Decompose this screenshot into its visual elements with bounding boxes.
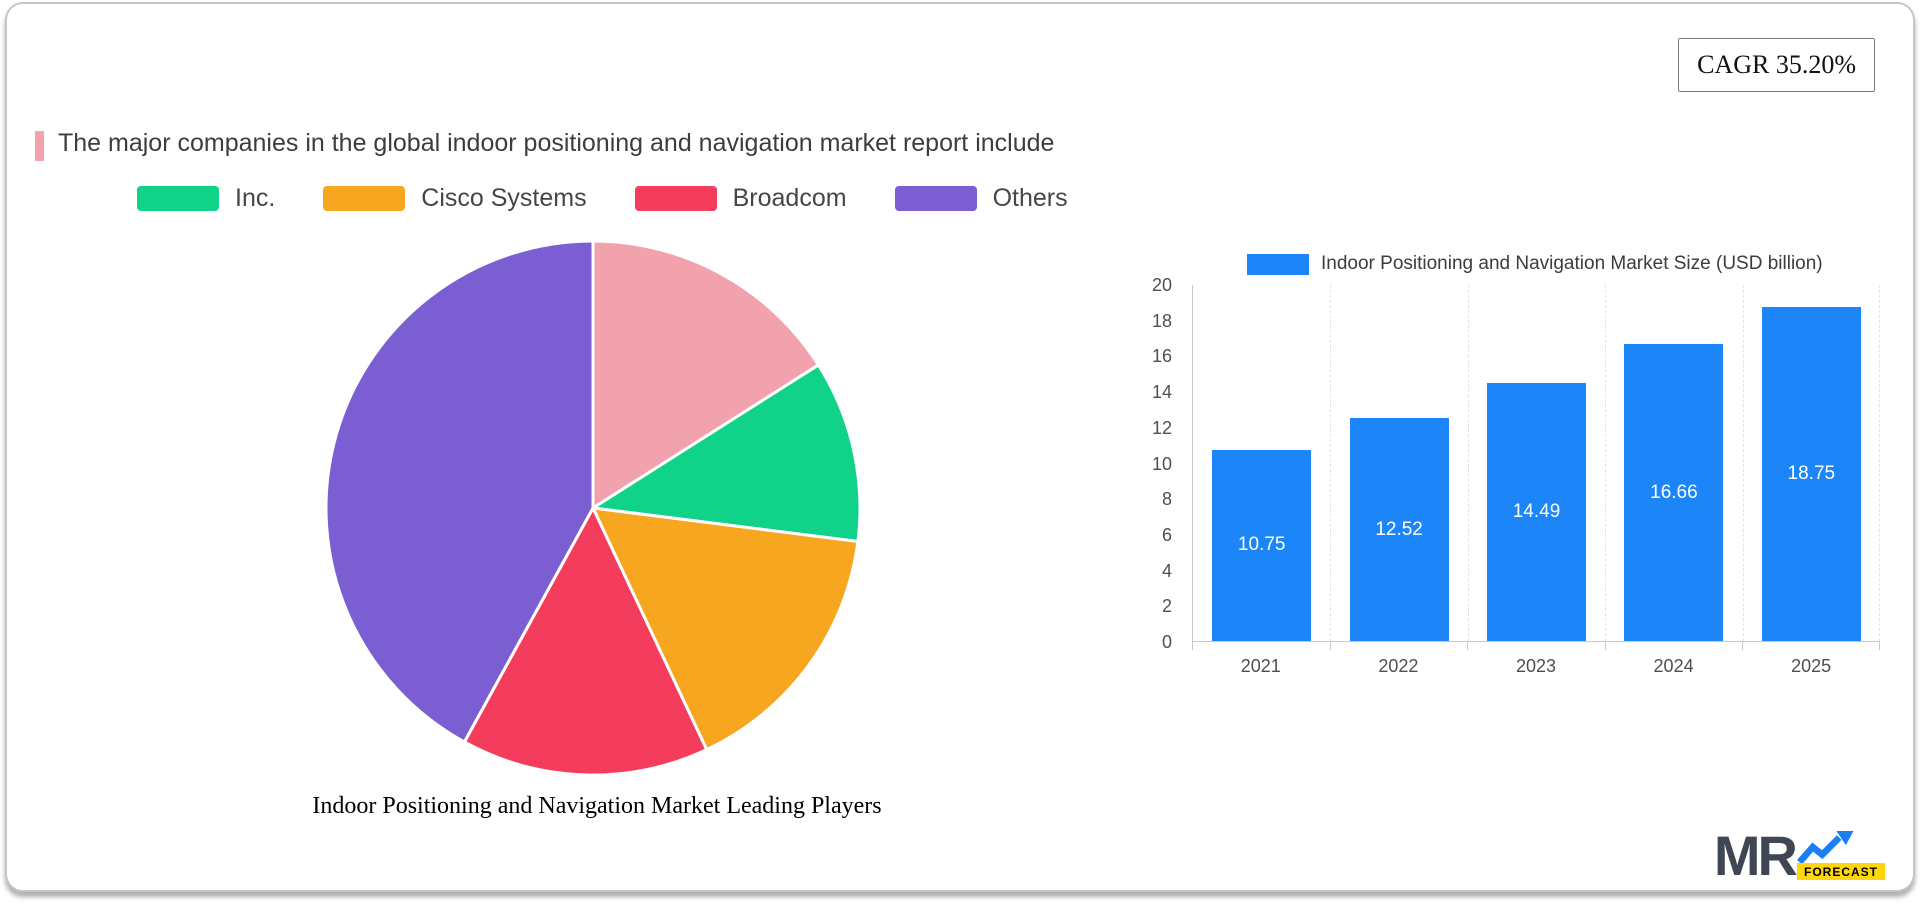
gridline [1605,285,1607,641]
bar-legend: Indoor Positioning and Navigation Market… [1247,253,1823,275]
bar-legend-label: Indoor Positioning and Navigation Market… [1321,253,1823,274]
bar-x-axis: 2021 2022 2023 2024 2025 [1192,656,1880,677]
gridline [1879,285,1881,641]
pie-slice-broadcom [462,506,709,777]
bar-x-ticks [1192,642,1880,651]
x-axis-label: 2023 [1515,656,1556,676]
legend-item: Broadcom [634,184,847,213]
legend-swatch [137,186,219,211]
pie-legend: Inc. Cisco Systems Broadcom Others [137,184,1068,213]
bar-slot: 14.49 [1467,285,1605,641]
bar-slot: 18.75 [1742,285,1881,641]
bar-legend-swatch [1247,253,1309,275]
trend-arrow-icon [1797,830,1854,865]
y-axis-label: 2 [1161,596,1172,617]
gridline [1330,285,1332,641]
x-axis-label: 2021 [1240,656,1281,676]
x-axis-label: 2025 [1791,656,1832,676]
x-axis-label: 2024 [1653,656,1694,676]
bar-2021: 10.75 [1212,449,1312,641]
bar-2024: 16.66 [1624,344,1724,641]
x-axis-label: 2022 [1378,656,1419,676]
y-axis-label: 10 [1151,453,1172,474]
logo-forecast-badge: FORECAST [1797,863,1885,880]
y-axis-label: 18 [1151,310,1172,331]
pie-chart [324,239,862,777]
bar-slot: 12.52 [1330,285,1467,641]
legend-label: Inc. [235,184,276,212]
pie-chart-wrap [319,234,867,782]
y-axis-label: 14 [1151,382,1172,403]
pie-slice-others [324,239,595,744]
axis-tick [1879,642,1880,650]
title-marker [35,131,44,161]
bar-2025: 18.75 [1761,307,1861,641]
axis-tick [1742,642,1744,650]
y-axis-label: 6 [1161,524,1172,545]
bar-plot: 10.75 12.52 14.49 16.66 18.75 [1192,285,1881,642]
legend-item: Inc. [137,184,275,213]
bar-slot: 16.66 [1605,285,1742,641]
legend-label: Broadcom [732,184,847,212]
legend-label: Cisco Systems [421,184,587,212]
y-axis-label: 0 [1161,632,1172,652]
cagr-text: CAGR 35.20% [1697,50,1856,79]
legend-item: Others [894,184,1068,213]
cagr-badge: CAGR 35.20% [1678,38,1875,92]
gridline [1467,285,1469,641]
legend-item: Cisco Systems [323,184,587,213]
bar-2022: 12.52 [1349,418,1449,641]
axis-tick [1192,642,1193,650]
bar-value-label: 10.75 [1237,534,1286,556]
logo-mr-text: MR [1713,824,1798,888]
page-title: The major companies in the global indoor… [58,129,1055,157]
bar-value-label: 18.75 [1787,463,1836,485]
title-row: The major companies in the global indoor… [35,129,1054,161]
pie-slice-inc [591,363,862,543]
axis-tick [1604,642,1606,650]
report-card: CAGR 35.20% The major companies in the g… [5,2,1915,892]
gridline [1742,285,1744,641]
mr-forecast-logo: MR FORECAST [1713,824,1885,888]
axis-tick [1467,642,1469,650]
legend-label: Others [992,184,1068,212]
logo-right-block: FORECAST [1797,830,1885,880]
y-axis-label: 8 [1161,489,1172,510]
legend-swatch [323,186,406,211]
bar-slot: 10.75 [1193,285,1330,641]
legend-swatch [894,186,977,211]
y-axis-label: 16 [1151,346,1172,367]
axis-tick [1329,642,1331,650]
pie-slice-cisco-systems [591,506,860,752]
pie-caption: Indoor Positioning and Navigation Market… [312,793,882,819]
bar-value-label: 14.49 [1512,501,1561,523]
y-axis-label: 4 [1161,560,1172,581]
bar-value-label: 12.52 [1375,518,1423,540]
bar-y-axis: 0 2 4 6 8 10 12 14 16 18 20 [1100,275,1182,652]
bar-2023: 14.49 [1487,383,1586,641]
pie-slice-unlabeled [591,239,820,510]
y-axis-label: 12 [1151,417,1172,438]
y-axis-label: 20 [1151,275,1172,295]
bar-value-label: 16.66 [1650,481,1698,503]
legend-swatch [634,186,717,211]
